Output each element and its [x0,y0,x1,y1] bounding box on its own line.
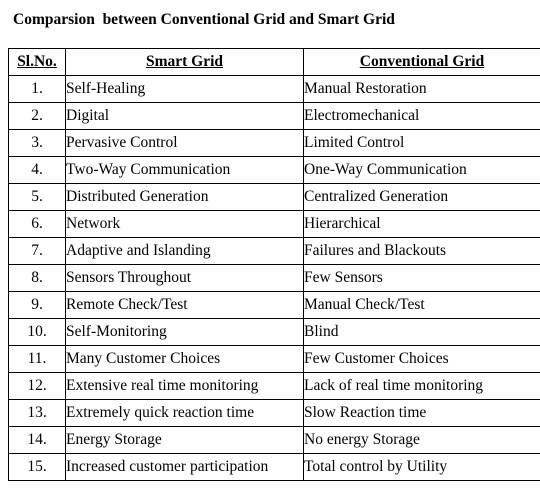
serial-number-cell: 12. [8,372,66,400]
serial-number-cell: 10. [8,318,66,346]
table-row: 7. Adaptive and Islanding Failures and Bla… [8,237,540,265]
table-row: 2. Digital Electromechanical [8,102,540,130]
smart-grid-cell: Remote Check/Test [65,291,304,319]
serial-number-cell: 15. [8,453,66,481]
smart-grid-cell: Self-Healing [65,75,304,103]
table-row: 10. Self-Monitoring Blind [8,318,540,346]
smart-grid-cell: Extensive real time monitoring [65,372,304,400]
conventional-grid-cell: Blind [303,318,540,346]
conventional-grid-cell: Few Sensors [303,264,540,292]
serial-number-cell: 14. [8,426,66,454]
conventional-grid-cell: No energy Storage [303,426,540,454]
serial-number-cell: 9. [8,291,66,319]
smart-grid-cell: Self-Monitoring [65,318,304,346]
conventional-grid-cell: Failures and Blackouts [303,237,540,265]
table-row: 15. Increased customer participation Total… [8,453,540,481]
serial-number-cell: 1. [8,75,66,103]
serial-number-cell: 11. [8,345,66,373]
serial-number-cell: 2. [8,102,66,130]
smart-grid-cell: Sensors Throughout [65,264,304,292]
table-row: 5. Distributed Generation Centralized Gene… [8,183,540,211]
table-body: 1. Self-Healing Manual Restoration 2. Digita… [8,75,540,481]
table-row: 4. Two-Way Communication One-Way Communica… [8,156,540,184]
comparison-table: Sl.No. Smart Grid Conventional Grid 1. Se… [8,48,540,481]
serial-number-cell: 6. [8,210,66,238]
smart-grid-cell: Many Customer Choices [65,345,304,373]
serial-number-cell: 4. [8,156,66,184]
smart-grid-cell: Extremely quick reaction time [65,399,304,427]
table-row: 14. Energy Storage No energy Storage [8,426,540,454]
conventional-grid-cell: Manual Restoration [303,75,540,103]
serial-number-cell: 8. [8,264,66,292]
smart-grid-cell: Pervasive Control [65,129,304,157]
document-title: Comparsion between Conventional Grid and… [13,11,395,28]
conventional-grid-cell: Centralized Generation [303,183,540,211]
table-header-row: Sl.No. Smart Grid Conventional Grid [8,48,540,76]
serial-number-cell: 3. [8,129,66,157]
serial-number-cell: 5. [8,183,66,211]
conventional-grid-cell: Manual Check/Test [303,291,540,319]
conventional-grid-cell: Hierarchical [303,210,540,238]
smart-grid-cell: Distributed Generation [65,183,304,211]
header-serial-number: Sl.No. [8,48,66,76]
smart-grid-cell: Adaptive and Islanding [65,237,304,265]
smart-grid-cell: Two-Way Communication [65,156,304,184]
serial-number-cell: 13. [8,399,66,427]
conventional-grid-cell: Slow Reaction time [303,399,540,427]
conventional-grid-cell: Few Customer Choices [303,345,540,373]
conventional-grid-cell: Lack of real time monitoring [303,372,540,400]
table-row: 12. Extensive real time monitoring Lack of… [8,372,540,400]
conventional-grid-cell: Limited Control [303,129,540,157]
conventional-grid-cell: One-Way Communication [303,156,540,184]
table-row: 1. Self-Healing Manual Restoration [8,75,540,103]
conventional-grid-cell: Electromechanical [303,102,540,130]
table-row: 13. Extremely quick reaction time Slow Rea… [8,399,540,427]
conventional-grid-cell: Total control by Utility [303,453,540,481]
smart-grid-cell: Increased customer participation [65,453,304,481]
serial-number-cell: 7. [8,237,66,265]
table-row: 3. Pervasive Control Limited Control [8,129,540,157]
smart-grid-cell: Energy Storage [65,426,304,454]
smart-grid-cell: Network [65,210,304,238]
smart-grid-cell: Digital [65,102,304,130]
header-conventional-grid: Conventional Grid [303,48,540,76]
table-row: 8. Sensors Throughout Few Sensors [8,264,540,292]
table-row: 11. Many Customer Choices Few Customer Cho… [8,345,540,373]
table-row: 6. Network Hierarchical [8,210,540,238]
table-row: 9. Remote Check/Test Manual Check/Test [8,291,540,319]
header-smart-grid: Smart Grid [65,48,304,76]
